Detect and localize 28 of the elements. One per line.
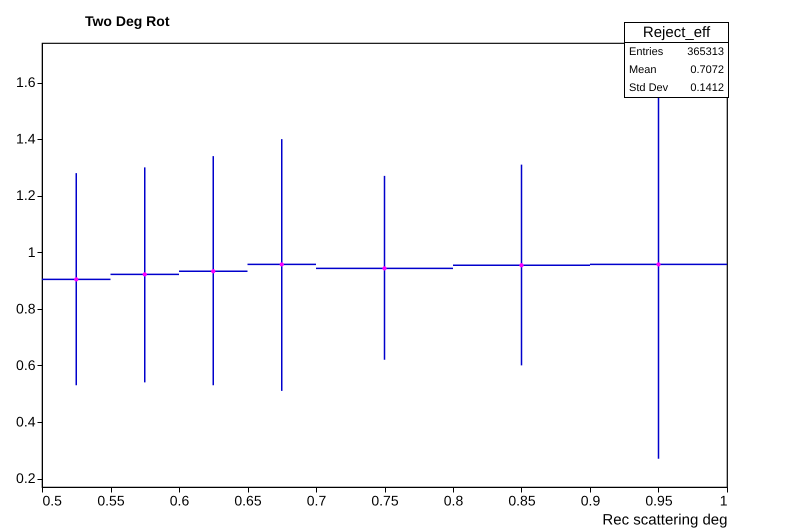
x-tick-label: 1 <box>720 492 728 508</box>
y-tick-label: 0.6 <box>16 356 36 373</box>
annotation: 0.7072 <box>690 64 724 76</box>
x-tick-label: 0.85 <box>508 492 536 508</box>
annotation: Std Dev <box>629 82 668 94</box>
x-tick-label: 0.8 <box>444 492 464 508</box>
y-tick-label: 1.2 <box>16 187 36 204</box>
y-tick-label: 0.8 <box>16 300 36 316</box>
y-tick-label: 0.4 <box>16 413 36 430</box>
x-tick-label: 0.5 <box>42 492 62 508</box>
x-tick-label: 0.55 <box>97 492 125 508</box>
y-tick-label: 0.2 <box>16 470 36 486</box>
text: Reject_eff <box>625 23 728 43</box>
x-tick-label: 0.75 <box>371 492 399 508</box>
y-tick-label: 1.6 <box>16 74 36 90</box>
x-tick-label: 0.95 <box>645 492 673 508</box>
annotation: Entries <box>629 46 664 58</box>
x-tick-label: 0.9 <box>580 492 600 508</box>
annotation: 365313 <box>687 46 724 58</box>
x-tick-label: 0.6 <box>170 492 190 508</box>
annotation: Mean <box>629 64 657 76</box>
x-tick-label: 0.65 <box>234 492 262 508</box>
x-axis-title: Rec scattering deg <box>602 512 728 528</box>
annotation: 0.1412 <box>690 82 724 94</box>
x-tick-label: 0.7 <box>306 492 326 508</box>
y-tick-label: 1 <box>28 244 36 260</box>
chart-title: Two Deg Rot <box>85 13 170 29</box>
y-tick-label: 1.4 <box>16 130 36 147</box>
